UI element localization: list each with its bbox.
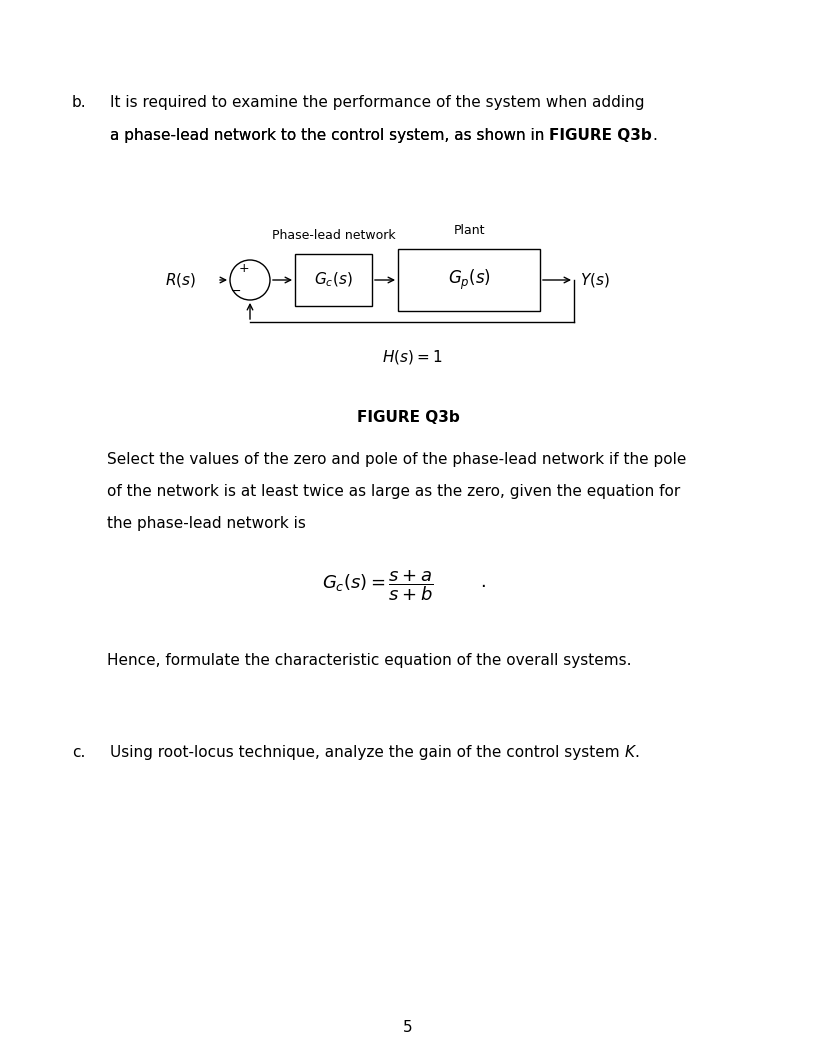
Text: Phase-lead network: Phase-lead network <box>272 229 395 242</box>
FancyBboxPatch shape <box>398 249 540 312</box>
Text: Plant: Plant <box>453 224 485 237</box>
Text: K: K <box>624 744 635 760</box>
Text: FIGURE Q3b: FIGURE Q3b <box>357 410 459 425</box>
Text: the phase-lead network is: the phase-lead network is <box>107 516 306 531</box>
Text: FIGURE Q3b: FIGURE Q3b <box>549 128 652 143</box>
FancyBboxPatch shape <box>295 254 372 306</box>
Text: $R(s)$: $R(s)$ <box>165 271 196 289</box>
Text: .: . <box>480 573 486 591</box>
Text: $Y(s)$: $Y(s)$ <box>580 271 610 289</box>
Text: Select the values of the zero and pole of the phase-lead network if the pole: Select the values of the zero and pole o… <box>107 452 686 467</box>
Text: $H(s) = 1$: $H(s) = 1$ <box>382 348 442 366</box>
Text: 5: 5 <box>403 1020 413 1035</box>
Text: Using root-locus technique, analyze the gain of the control system: Using root-locus technique, analyze the … <box>110 744 624 760</box>
Text: .: . <box>635 744 640 760</box>
Text: a phase-lead network to the control system, as shown in: a phase-lead network to the control syst… <box>110 128 549 143</box>
Text: b.: b. <box>72 95 86 110</box>
Text: $G_c(s) = \dfrac{s + a}{s + b}$: $G_c(s) = \dfrac{s + a}{s + b}$ <box>322 568 434 603</box>
Text: c.: c. <box>72 744 86 760</box>
Text: of the network is at least twice as large as the zero, given the equation for: of the network is at least twice as larg… <box>107 484 681 499</box>
Text: +: + <box>239 263 250 276</box>
Text: Hence, formulate the characteristic equation of the overall systems.: Hence, formulate the characteristic equa… <box>107 653 632 668</box>
Text: $G_p(s)$: $G_p(s)$ <box>447 268 490 293</box>
Text: $G_c(s)$: $G_c(s)$ <box>314 270 353 289</box>
Text: −: − <box>231 284 242 298</box>
Text: It is required to examine the performance of the system when adding: It is required to examine the performanc… <box>110 95 645 110</box>
Text: .: . <box>652 128 657 143</box>
Text: a phase-lead network to the control system, as shown in: a phase-lead network to the control syst… <box>110 128 549 143</box>
